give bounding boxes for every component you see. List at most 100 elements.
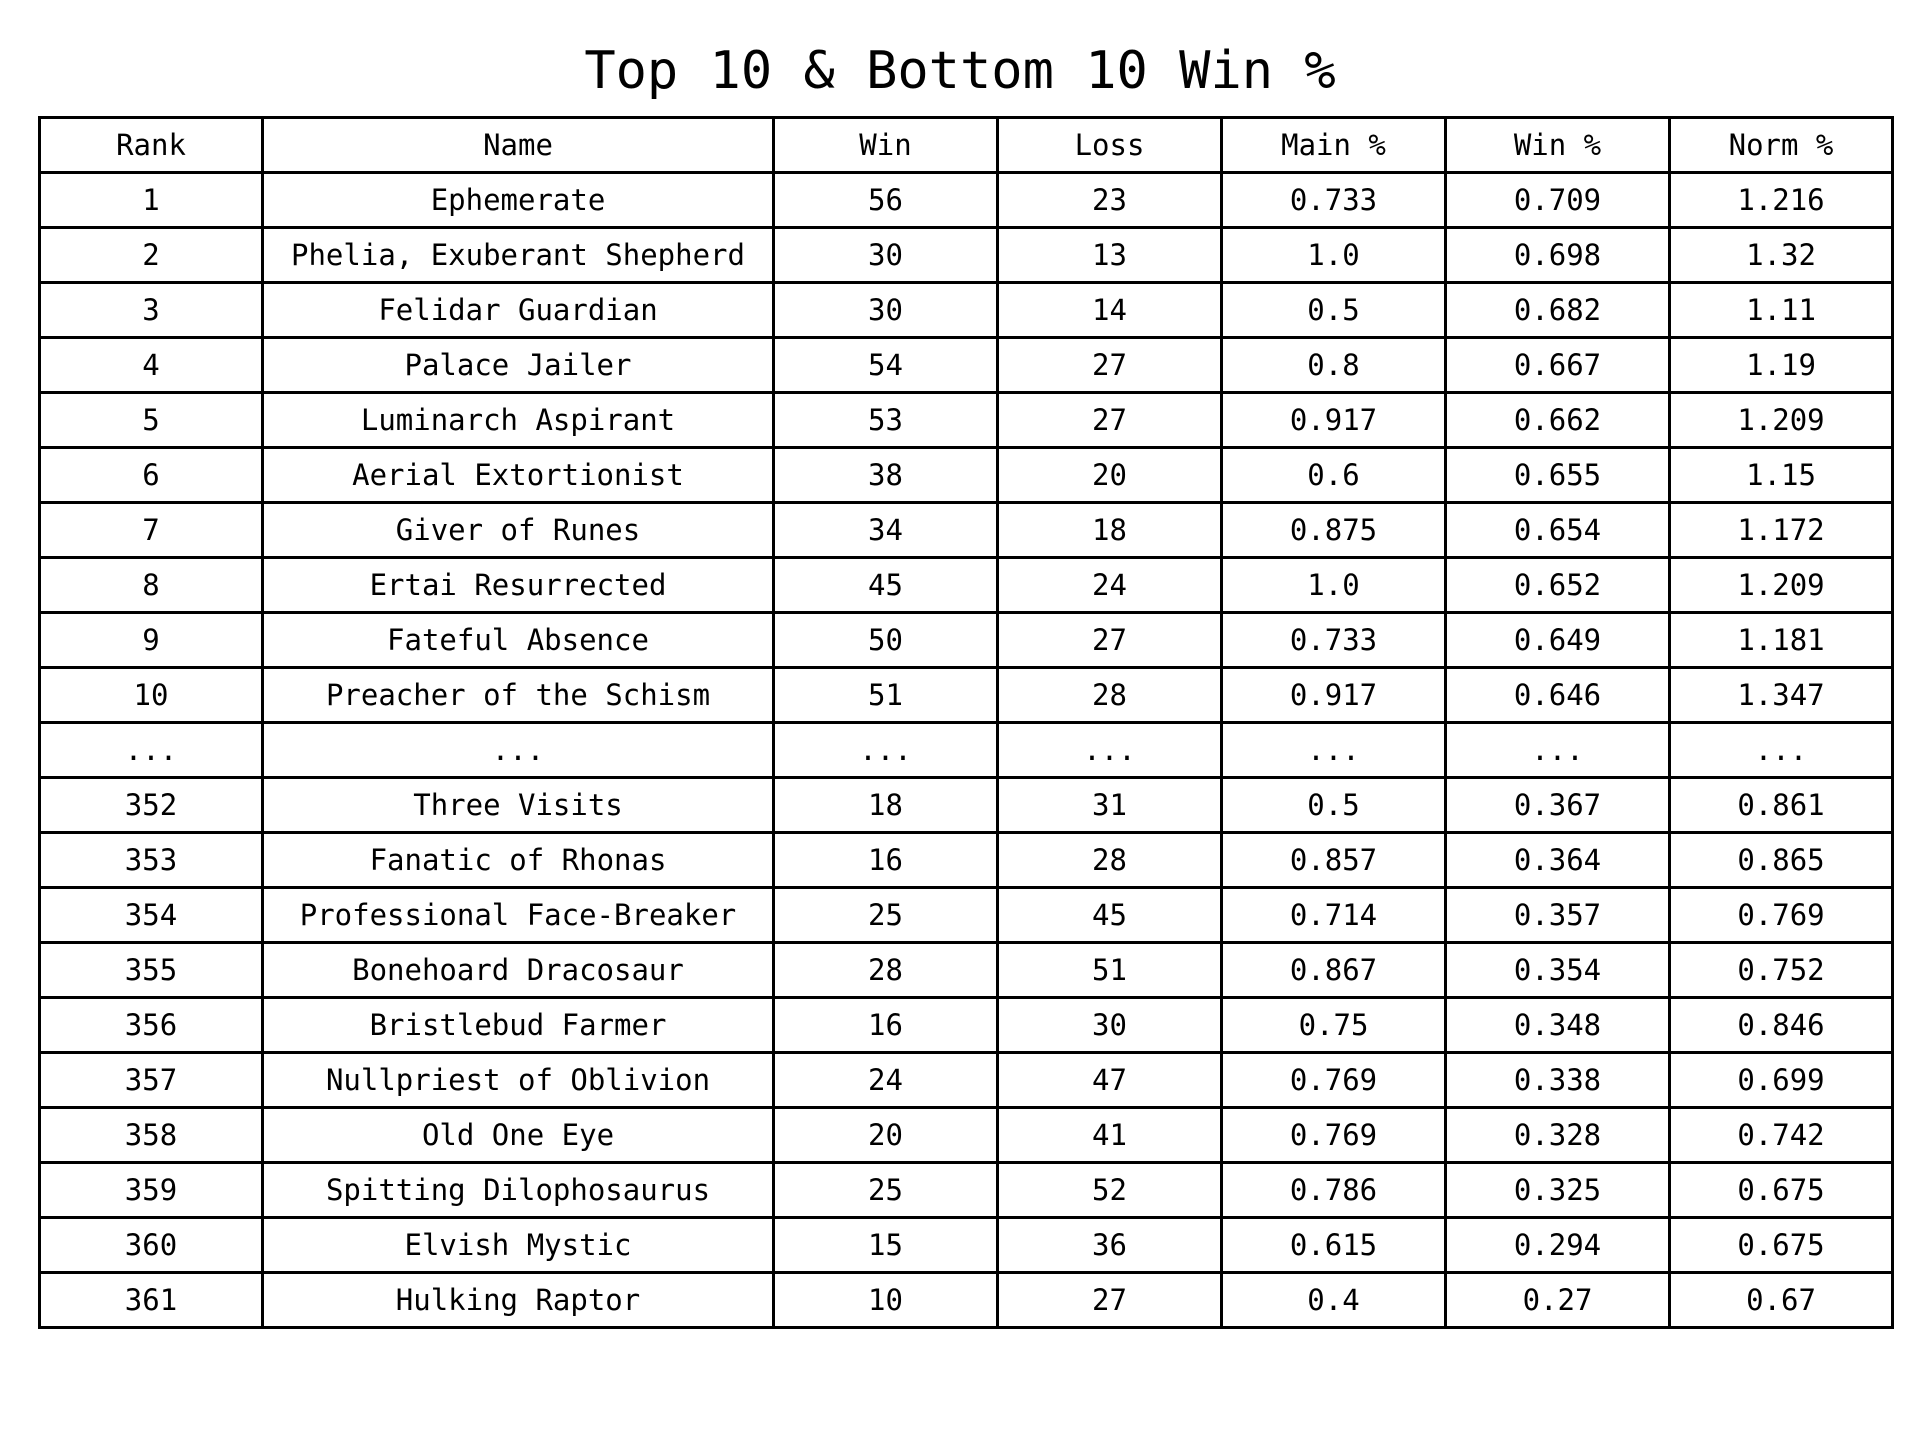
cell-win: 30 <box>772 281 999 339</box>
cell-main-pct: 0.5 <box>1220 776 1447 834</box>
cell-rank: 4 <box>38 336 264 394</box>
cell-name: Aerial Extortionist <box>261 446 775 504</box>
cell-norm-pct: 0.699 <box>1668 1051 1894 1109</box>
cell-name: Nullpriest of Oblivion <box>261 1051 775 1109</box>
cell-loss: 27 <box>996 1271 1223 1329</box>
table-row: 3 Felidar Guardian 30 14 0.5 0.682 1.11 <box>38 281 1894 339</box>
column-header-main-pct: Main % <box>1220 116 1447 174</box>
cell-name: Old One Eye <box>261 1106 775 1164</box>
cell-loss: 13 <box>996 226 1223 284</box>
cell-win: 50 <box>772 611 999 669</box>
cell-win: 38 <box>772 446 999 504</box>
cell-rank: 354 <box>38 886 264 944</box>
win-rate-table: Rank Name Win Loss Main % Win % Norm % 1 Epheme… <box>38 116 1894 1329</box>
cell-norm-pct: ... <box>1668 721 1894 779</box>
cell-rank: 355 <box>38 941 264 999</box>
cell-name: Palace Jailer <box>261 336 775 394</box>
cell-loss: 31 <box>996 776 1223 834</box>
table-row: 361 Hulking Raptor 10 27 0.4 0.27 0.67 <box>38 1271 1894 1329</box>
cell-main-pct: 0.769 <box>1220 1051 1447 1109</box>
cell-loss: 27 <box>996 336 1223 394</box>
cell-rank: 9 <box>38 611 264 669</box>
cell-rank: 358 <box>38 1106 264 1164</box>
cell-rank: 361 <box>38 1271 264 1329</box>
cell-rank: 360 <box>38 1216 264 1274</box>
cell-main-pct: 0.857 <box>1220 831 1447 889</box>
cell-win: 24 <box>772 1051 999 1109</box>
cell-rank: 6 <box>38 446 264 504</box>
cell-win: 16 <box>772 831 999 889</box>
cell-rank: 352 <box>38 776 264 834</box>
cell-rank: 5 <box>38 391 264 449</box>
cell-loss: 27 <box>996 391 1223 449</box>
cell-name: ... <box>261 721 775 779</box>
cell-win-pct: 0.649 <box>1444 611 1671 669</box>
table-row: 355 Bonehoard Dracosaur 28 51 0.867 0.354 0.75… <box>38 941 1894 999</box>
cell-main-pct: 1.0 <box>1220 226 1447 284</box>
cell-win: 53 <box>772 391 999 449</box>
cell-win: 25 <box>772 886 999 944</box>
cell-rank: 356 <box>38 996 264 1054</box>
cell-norm-pct: 0.861 <box>1668 776 1894 834</box>
cell-rank: 10 <box>38 666 264 724</box>
table-row: 8 Ertai Resurrected 45 24 1.0 0.652 1.209 <box>38 556 1894 614</box>
cell-main-pct: 0.4 <box>1220 1271 1447 1329</box>
cell-win-pct: 0.328 <box>1444 1106 1671 1164</box>
cell-win: 45 <box>772 556 999 614</box>
cell-name: Ertai Resurrected <box>261 556 775 614</box>
cell-loss: 47 <box>996 1051 1223 1109</box>
cell-win-pct: 0.654 <box>1444 501 1671 559</box>
cell-win-pct: 0.27 <box>1444 1271 1671 1329</box>
cell-main-pct: 0.714 <box>1220 886 1447 944</box>
cell-norm-pct: 0.865 <box>1668 831 1894 889</box>
table-row: 5 Luminarch Aspirant 53 27 0.917 0.662 1.209 <box>38 391 1894 449</box>
cell-win: 15 <box>772 1216 999 1274</box>
table-row: ..................... <box>38 721 1894 779</box>
cell-name: Hulking Raptor <box>261 1271 775 1329</box>
cell-norm-pct: 0.675 <box>1668 1161 1894 1219</box>
cell-win-pct: 0.325 <box>1444 1161 1671 1219</box>
cell-main-pct: 0.769 <box>1220 1106 1447 1164</box>
table-row: 2 Phelia, Exuberant Shepherd 30 13 1.0 0.698 1… <box>38 226 1894 284</box>
cell-win: 30 <box>772 226 999 284</box>
cell-name: Bristlebud Farmer <box>261 996 775 1054</box>
cell-win-pct: 0.662 <box>1444 391 1671 449</box>
cell-main-pct: 0.733 <box>1220 611 1447 669</box>
cell-main-pct: 0.8 <box>1220 336 1447 394</box>
cell-loss: 51 <box>996 941 1223 999</box>
cell-loss: 30 <box>996 996 1223 1054</box>
cell-win-pct: ... <box>1444 721 1671 779</box>
cell-norm-pct: 1.209 <box>1668 391 1894 449</box>
cell-main-pct: 0.917 <box>1220 666 1447 724</box>
cell-win-pct: 0.357 <box>1444 886 1671 944</box>
cell-loss: 28 <box>996 831 1223 889</box>
cell-norm-pct: 1.19 <box>1668 336 1894 394</box>
table-row: 356 Bristlebud Farmer 16 30 0.75 0.348 0.846 <box>38 996 1894 1054</box>
cell-main-pct: 0.615 <box>1220 1216 1447 1274</box>
cell-loss: 27 <box>996 611 1223 669</box>
cell-name: Elvish Mystic <box>261 1216 775 1274</box>
cell-loss: 24 <box>996 556 1223 614</box>
cell-name: Phelia, Exuberant Shepherd <box>261 226 775 284</box>
cell-win-pct: 0.667 <box>1444 336 1671 394</box>
cell-norm-pct: 0.742 <box>1668 1106 1894 1164</box>
cell-loss: 28 <box>996 666 1223 724</box>
header-row: Rank Name Win Loss Main % Win % Norm % <box>38 116 1894 174</box>
cell-main-pct: 0.917 <box>1220 391 1447 449</box>
column-header-loss: Loss <box>996 116 1223 174</box>
cell-norm-pct: 1.172 <box>1668 501 1894 559</box>
cell-win-pct: 0.367 <box>1444 776 1671 834</box>
cell-loss: ... <box>996 721 1223 779</box>
cell-win-pct: 0.652 <box>1444 556 1671 614</box>
cell-name: Giver of Runes <box>261 501 775 559</box>
cell-loss: 45 <box>996 886 1223 944</box>
column-header-win-pct: Win % <box>1444 116 1671 174</box>
table-row: 353 Fanatic of Rhonas 16 28 0.857 0.364 0.865 <box>38 831 1894 889</box>
cell-name: Professional Face-Breaker <box>261 886 775 944</box>
cell-win: 16 <box>772 996 999 1054</box>
cell-rank: 3 <box>38 281 264 339</box>
cell-win-pct: 0.646 <box>1444 666 1671 724</box>
cell-name: Fateful Absence <box>261 611 775 669</box>
cell-rank: 353 <box>38 831 264 889</box>
column-header-rank: Rank <box>38 116 264 174</box>
